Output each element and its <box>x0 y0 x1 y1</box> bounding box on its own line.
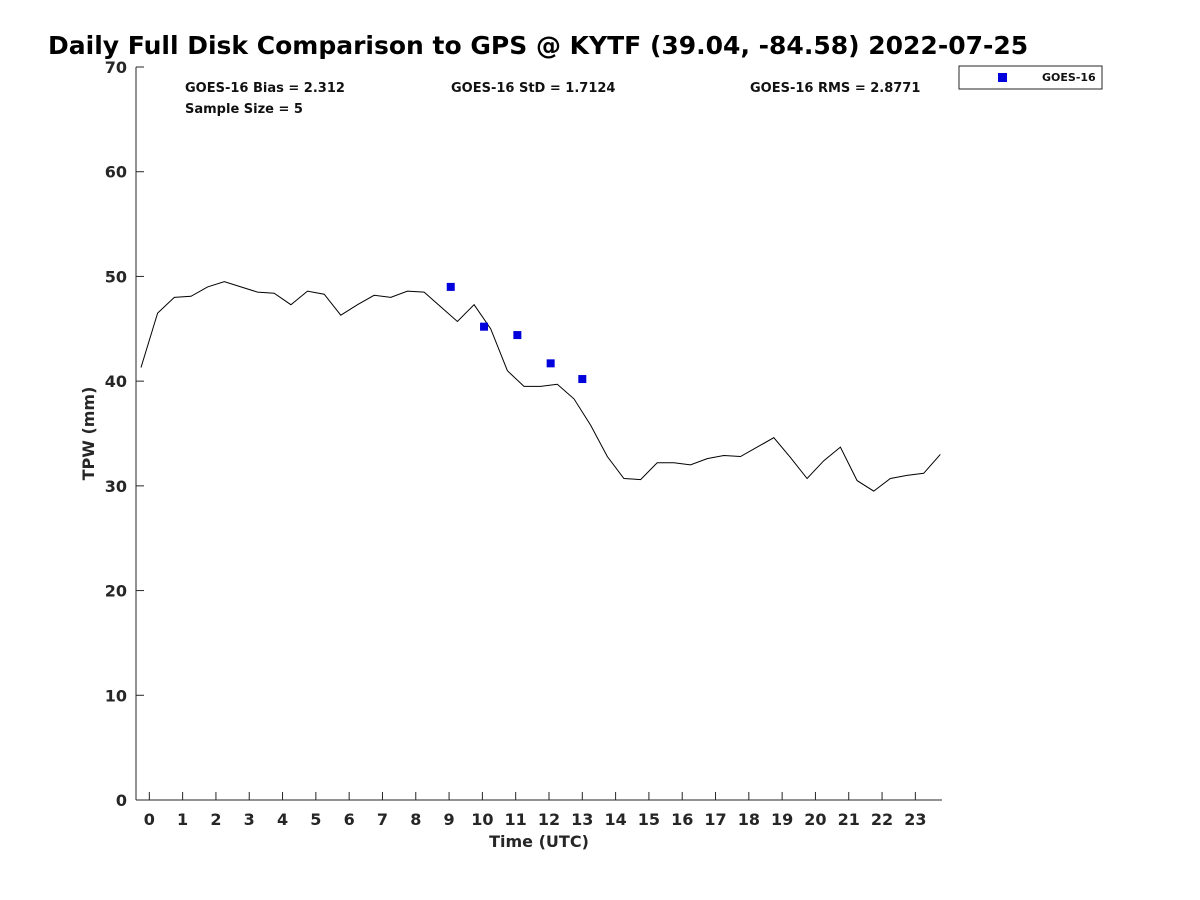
goes16-point <box>578 375 587 384</box>
x-tick-label: 18 <box>738 810 760 829</box>
std-stat: GOES-16 StD = 1.7124 <box>451 81 615 96</box>
x-tick-label: 19 <box>771 810 793 829</box>
x-tick-label: 17 <box>704 810 726 829</box>
x-tick-label: 5 <box>310 810 321 829</box>
y-tick-label: 50 <box>105 267 127 286</box>
goes16-point <box>513 331 522 340</box>
x-tick-label: 0 <box>144 810 155 829</box>
x-tick-label: 2 <box>210 810 221 829</box>
x-tick-label: 14 <box>604 810 626 829</box>
sample-size-stat: Sample Size = 5 <box>185 102 303 117</box>
legend-box <box>958 65 1103 90</box>
series-layer <box>140 281 941 492</box>
y-ticks: 0 10 20 30 40 50 60 70 <box>105 58 144 810</box>
legend: GOES-16 <box>958 65 1103 90</box>
x-tick-label: 12 <box>538 810 560 829</box>
y-tick-label: 10 <box>105 686 127 705</box>
x-tick-label: 9 <box>444 810 455 829</box>
x-tick-label: 23 <box>904 810 926 829</box>
chart-title: Daily Full Disk Comparison to GPS @ KYTF… <box>48 31 1028 60</box>
x-tick-label: 1 <box>177 810 188 829</box>
y-tick-label: 20 <box>105 582 127 601</box>
x-ticks: 0 1 2 3 4 5 6 7 8 9 10 11 12 13 14 15 16 17 18 19 20 21 22 23 <box>144 792 926 829</box>
x-tick-label: 13 <box>571 810 593 829</box>
y-tick-label: 40 <box>105 372 127 391</box>
legend-marker-goes16 <box>998 73 1007 82</box>
y-tick-label: 70 <box>105 58 127 77</box>
x-tick-label: 20 <box>804 810 826 829</box>
x-tick-label: 6 <box>344 810 355 829</box>
gps-tpw-line <box>140 281 941 492</box>
x-tick-label: 22 <box>871 810 893 829</box>
x-tick-label: 21 <box>838 810 860 829</box>
y-axis-label: TPW (mm) <box>79 387 98 481</box>
y-tick-label: 0 <box>116 791 127 810</box>
bias-stat: GOES-16 Bias = 2.312 <box>185 81 345 96</box>
legend-label-goes16: GOES-16 <box>1042 71 1096 84</box>
x-tick-label: 4 <box>277 810 288 829</box>
x-tick-label: 8 <box>410 810 421 829</box>
x-axis-label: Time (UTC) <box>489 832 589 851</box>
x-tick-label: 7 <box>377 810 388 829</box>
goes16-point <box>546 359 555 368</box>
x-tick-label: 16 <box>671 810 693 829</box>
y-tick-label: 60 <box>105 163 127 182</box>
goes16-point <box>480 322 489 331</box>
x-tick-label: 10 <box>471 810 493 829</box>
x-tick-label: 15 <box>638 810 660 829</box>
rms-stat: GOES-16 RMS = 2.8771 <box>750 81 920 96</box>
x-tick-label: 3 <box>244 810 255 829</box>
goes16-point <box>446 282 455 291</box>
x-tick-label: 11 <box>505 810 527 829</box>
y-tick-label: 30 <box>105 477 127 496</box>
